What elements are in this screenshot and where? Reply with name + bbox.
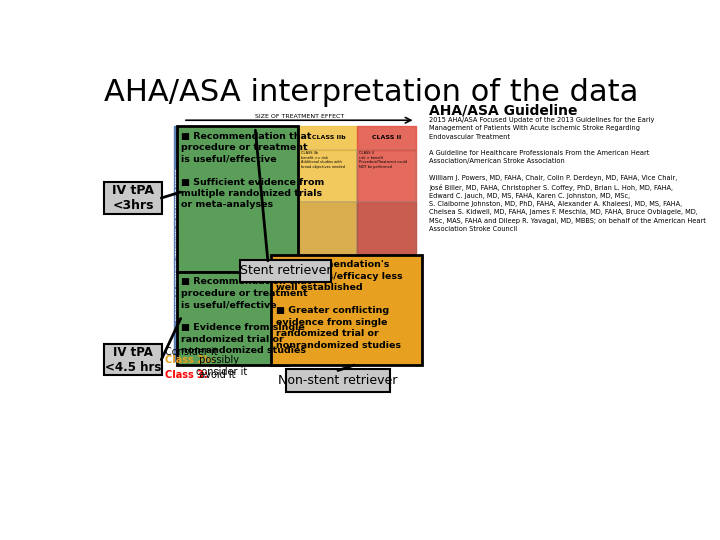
- Bar: [241, 308, 300, 361]
- Text: ■ Recommendation that
procedure or treatment
is useful/effective

■ Evidence fro: ■ Recommendation that procedure or treat…: [181, 278, 312, 355]
- FancyBboxPatch shape: [177, 126, 297, 272]
- Bar: [300, 150, 357, 202]
- Bar: [183, 150, 241, 202]
- Text: 2015 AHA/ASA Focused Update of the 2013 Guidelines for the Early
Management of P: 2015 AHA/ASA Focused Update of the 2013 …: [429, 117, 706, 232]
- Bar: [357, 150, 415, 202]
- Text: avoid it: avoid it: [193, 370, 235, 380]
- Text: CLASS I: CLASS I: [199, 136, 225, 140]
- Text: CLASS IIb
benefit >= risk
Additional studies with
broad objectives needed: CLASS IIb benefit >= risk Additional stu…: [301, 151, 345, 169]
- Bar: [300, 255, 357, 308]
- Bar: [183, 255, 241, 308]
- FancyBboxPatch shape: [287, 369, 390, 392]
- Bar: [241, 202, 300, 255]
- Bar: [174, 126, 181, 361]
- Bar: [183, 202, 241, 255]
- Bar: [357, 255, 415, 308]
- Text: Non-stent retriever: Non-stent retriever: [279, 374, 397, 387]
- FancyBboxPatch shape: [104, 182, 163, 214]
- Text: Class 2b:: Class 2b:: [165, 355, 215, 365]
- Bar: [300, 202, 357, 255]
- Text: IV tPA
<4.5 hrs: IV tPA <4.5 hrs: [105, 346, 161, 374]
- Text: AHA/ASA Guideline: AHA/ASA Guideline: [429, 103, 578, 117]
- Bar: [357, 308, 415, 361]
- Bar: [300, 202, 357, 255]
- Text: CLASS IIb: CLASS IIb: [312, 136, 345, 140]
- Text: ■ Recommendation's
usefulness/efficacy less
well established

■ Greater conflict: ■ Recommendation's usefulness/efficacy l…: [276, 260, 402, 349]
- Text: SIZE OF TREATMENT EFFECT: SIZE OF TREATMENT EFFECT: [255, 114, 344, 119]
- Bar: [183, 308, 241, 361]
- Bar: [183, 308, 241, 361]
- Bar: [357, 202, 415, 255]
- Bar: [357, 126, 415, 150]
- Bar: [357, 308, 415, 361]
- Text: CLASS II
risk > benefit
Procedure/Treatment could
NOT be performed: CLASS II risk > benefit Procedure/Treatm…: [359, 151, 407, 169]
- Bar: [183, 202, 241, 255]
- Bar: [241, 150, 300, 202]
- Bar: [357, 202, 415, 255]
- Bar: [183, 255, 241, 308]
- Text: Class 3:: Class 3:: [165, 370, 208, 380]
- Text: AHA/ASA interpretation of the data: AHA/ASA interpretation of the data: [104, 78, 639, 107]
- Text: possibly
consider it: possibly consider it: [196, 355, 248, 377]
- Bar: [300, 255, 357, 308]
- Text: CLASS IIa
benefit >> risk
Additional studies with
focused objectives needed: CLASS IIa benefit >> risk Additional stu…: [243, 151, 290, 169]
- Text: ■ Recommendation that
procedure or treatment
is useful/effective

■ Sufficient e: ■ Recommendation that procedure or treat…: [181, 132, 325, 210]
- FancyBboxPatch shape: [240, 260, 331, 282]
- Text: ESTIMATE OF CERTAINTY (PRECISION) OF TREATMENT EFFECT: ESTIMATE OF CERTAINTY (PRECISION) OF TRE…: [176, 168, 179, 320]
- Text: Consider it: Consider it: [165, 347, 218, 356]
- FancyBboxPatch shape: [271, 255, 422, 365]
- Text: CLASS I
benefit >>> risk
Procedure/Treatment
SHOULD be performed: CLASS I benefit >>> risk Procedure/Treat…: [184, 151, 225, 169]
- Bar: [357, 255, 415, 308]
- Text: CLASS IIa: CLASS IIa: [253, 136, 287, 140]
- FancyBboxPatch shape: [177, 272, 289, 365]
- Bar: [241, 308, 300, 361]
- Bar: [300, 308, 357, 361]
- FancyBboxPatch shape: [104, 344, 163, 375]
- Text: CLASS II: CLASS II: [372, 136, 401, 140]
- Bar: [241, 150, 300, 202]
- Text: Stent retriever: Stent retriever: [240, 264, 331, 277]
- Bar: [300, 308, 357, 361]
- Bar: [241, 126, 300, 150]
- Bar: [241, 255, 300, 308]
- Bar: [357, 150, 415, 202]
- Bar: [300, 150, 357, 202]
- Bar: [241, 255, 300, 308]
- Text: IV tPA
<3hrs: IV tPA <3hrs: [112, 184, 154, 212]
- Bar: [183, 126, 241, 150]
- Bar: [300, 126, 357, 150]
- Bar: [183, 150, 241, 202]
- Bar: [241, 202, 300, 255]
